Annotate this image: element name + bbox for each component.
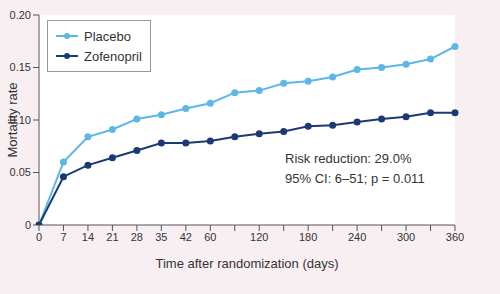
svg-text:0: 0	[25, 219, 31, 231]
html-text:Placebo: Placebo	[84, 28, 131, 44]
svg-text:14: 14	[82, 231, 94, 243]
svg-text:0.10: 0.10	[9, 113, 31, 126]
svg-text:300: 300	[397, 231, 415, 243]
svg-text:21: 21	[106, 231, 118, 243]
svg-text:120: 120	[250, 231, 268, 243]
html-text:Risk reduction: 29.0%: Risk reduction: 29.0%	[285, 151, 412, 166]
svg-text:0.15: 0.15	[10, 61, 31, 73]
svg-text:60: 60	[204, 231, 216, 243]
svg-text:0.05: 0.05	[10, 166, 31, 178]
html-text:Zofenopril: Zofenopril	[84, 48, 142, 64]
svg-text:240: 240	[348, 231, 366, 243]
svg-text:Mortality rate: Mortality rate	[8, 82, 20, 157]
svg-text:42: 42	[180, 231, 192, 243]
svg-text:0: 0	[36, 231, 42, 243]
svg-text:360: 360	[446, 231, 464, 243]
svg-text:35: 35	[155, 231, 167, 243]
svg-text:180: 180	[299, 231, 317, 243]
svg-text:7: 7	[60, 231, 66, 243]
svg-text:Time after randomization (days: Time after randomization (days)	[155, 256, 338, 271]
svg-text:28: 28	[131, 231, 143, 243]
svg-text:0.20: 0.20	[10, 9, 31, 21]
html-text:95% CI: 6–51; p = 0.011: 95% CI: 6–51; p = 0.011	[285, 171, 425, 186]
